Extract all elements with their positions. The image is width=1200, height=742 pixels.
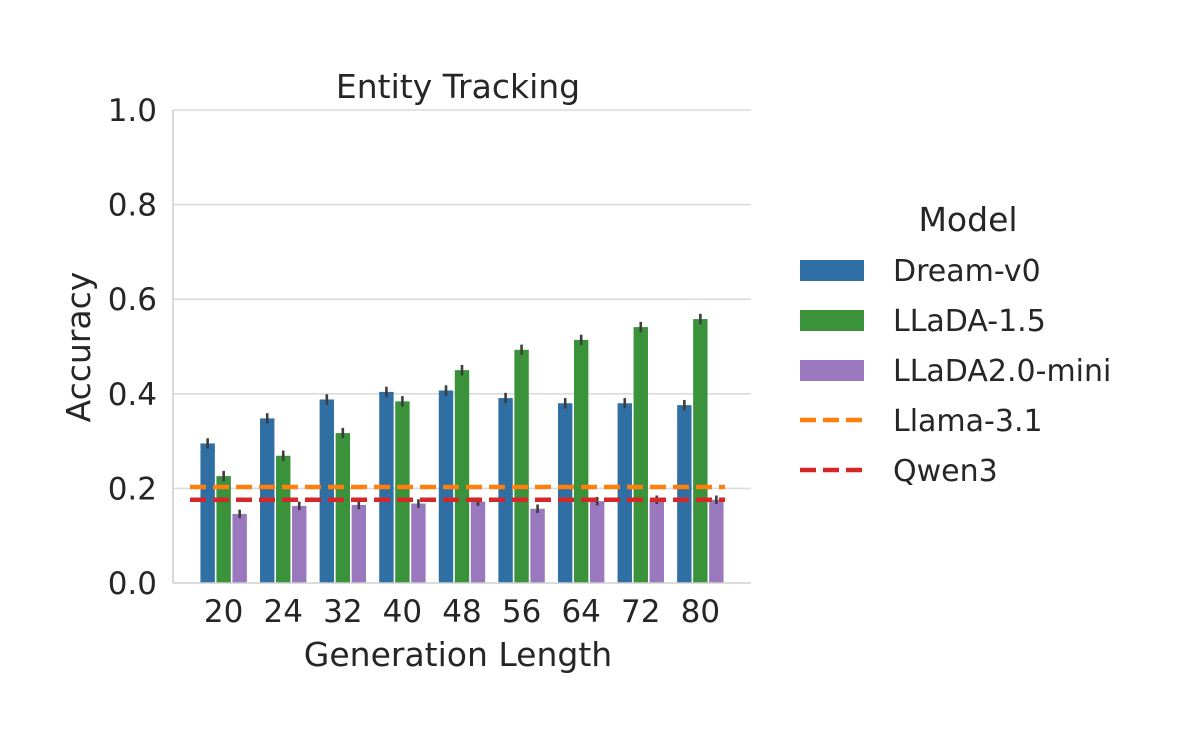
bar <box>395 401 410 583</box>
x-tick-label: 56 <box>502 594 541 630</box>
bar <box>276 455 291 583</box>
x-tick-label: 80 <box>681 594 720 630</box>
y-tick-label: 1.0 <box>108 93 157 129</box>
legend-title: Model <box>918 200 1017 239</box>
legend-swatch <box>800 260 864 281</box>
bars <box>200 313 724 583</box>
legend-swatch <box>800 310 864 331</box>
bar <box>319 399 335 583</box>
y-tick-label: 0.6 <box>108 282 157 318</box>
x-tick-label: 24 <box>264 594 303 630</box>
bar <box>709 499 724 583</box>
legend: Model Dream-v0 LLaDA-1.5 LLaDA2.0-mini Llam… <box>800 200 1111 489</box>
bar <box>232 513 247 583</box>
y-tick-label: 0.4 <box>108 377 157 413</box>
bar <box>617 403 632 583</box>
y-tick-label: 0.0 <box>108 566 157 602</box>
bar <box>411 503 426 583</box>
x-tick-label: 32 <box>323 594 362 630</box>
bar <box>200 443 215 583</box>
bar <box>351 504 367 583</box>
bar <box>573 339 589 583</box>
bar <box>589 501 605 583</box>
legend-swatch <box>800 360 864 381</box>
bar <box>514 349 529 583</box>
bar <box>216 476 231 583</box>
bar <box>677 405 692 583</box>
bar <box>530 508 545 583</box>
bar <box>454 370 470 583</box>
legend-label: Dream-v0 <box>893 254 1041 289</box>
bar <box>557 403 573 583</box>
bar <box>335 433 351 583</box>
legend-label: Qwen3 <box>893 454 998 489</box>
legend-label: LLaDA2.0-mini <box>893 354 1111 389</box>
reference-lines <box>190 484 725 503</box>
chart-title: Entity Tracking <box>336 67 580 106</box>
x-tick-label: 40 <box>383 594 422 630</box>
y-tick-label: 0.8 <box>108 188 157 224</box>
legend-label: Llama-3.1 <box>893 404 1043 439</box>
y-axis-title: Accuracy <box>59 272 98 423</box>
axes: 0.0 0.2 0.4 0.6 0.8 1.0 20 24 32 40 48 56 64 72 80 <box>108 93 751 630</box>
bar <box>292 505 307 583</box>
bar <box>470 501 486 583</box>
bar <box>693 319 708 583</box>
bar <box>498 398 513 583</box>
bar <box>649 499 664 583</box>
y-tick-label: 0.2 <box>108 471 157 507</box>
x-tick-label: 20 <box>204 594 243 630</box>
legend-label: LLaDA-1.5 <box>893 304 1046 339</box>
x-tick-label: 64 <box>561 594 600 630</box>
x-axis-title: Generation Length <box>304 635 612 674</box>
bar <box>633 327 648 583</box>
x-tick-label: 72 <box>621 594 660 630</box>
x-tick-label: 48 <box>442 594 481 630</box>
